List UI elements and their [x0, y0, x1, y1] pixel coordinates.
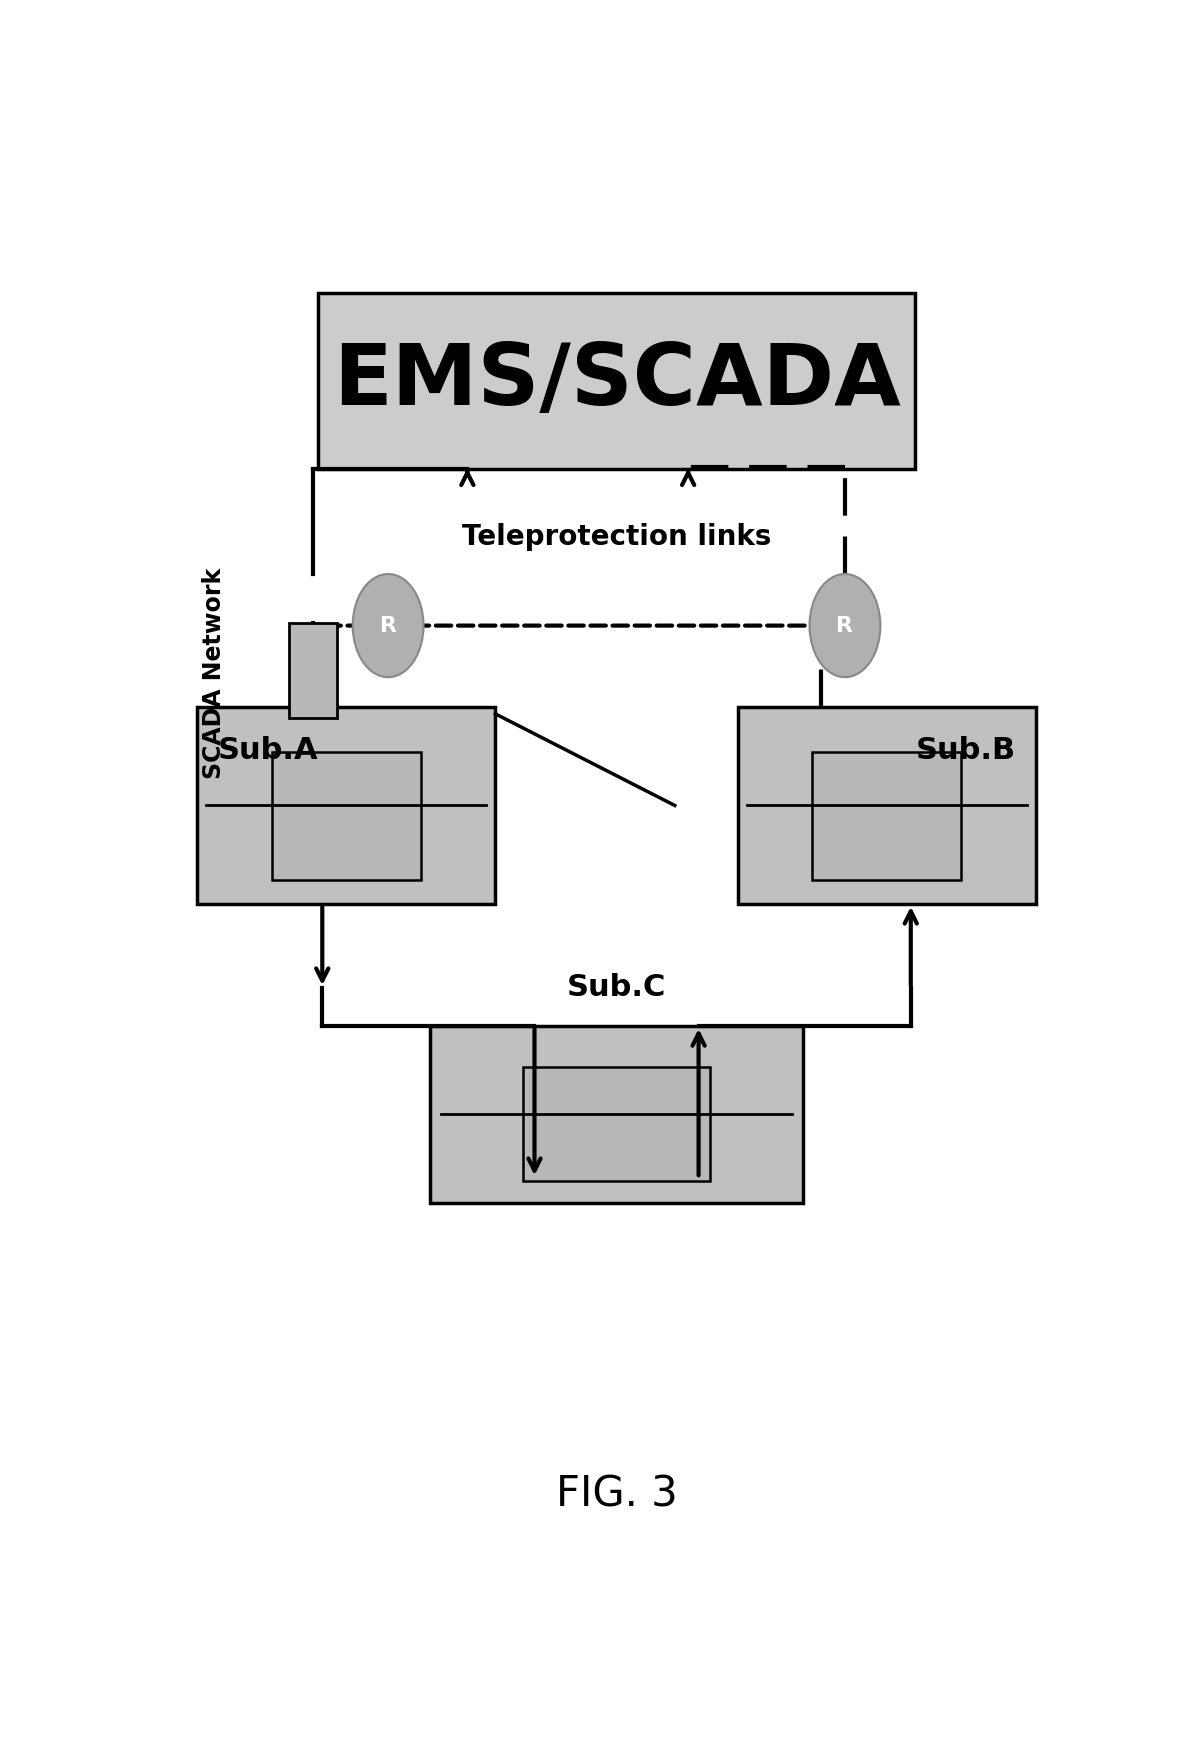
Text: Sub.A: Sub.A	[218, 735, 318, 765]
Text: Sub.C: Sub.C	[567, 973, 666, 1001]
FancyBboxPatch shape	[523, 1067, 710, 1181]
FancyBboxPatch shape	[318, 293, 915, 469]
Text: R: R	[380, 615, 397, 636]
FancyBboxPatch shape	[812, 753, 961, 880]
FancyBboxPatch shape	[431, 1026, 804, 1202]
FancyBboxPatch shape	[272, 753, 421, 880]
FancyBboxPatch shape	[197, 707, 496, 904]
Circle shape	[352, 575, 423, 677]
FancyBboxPatch shape	[737, 707, 1036, 904]
Text: SCADA Network: SCADA Network	[202, 568, 226, 779]
Text: EMS/SCADA: EMS/SCADA	[333, 340, 900, 423]
Text: R: R	[836, 615, 853, 636]
Text: Teleprotection links: Teleprotection links	[462, 524, 771, 552]
Text: Sub.B: Sub.B	[915, 735, 1015, 765]
Text: FIG. 3: FIG. 3	[556, 1474, 677, 1516]
Circle shape	[810, 575, 881, 677]
FancyBboxPatch shape	[290, 622, 337, 718]
